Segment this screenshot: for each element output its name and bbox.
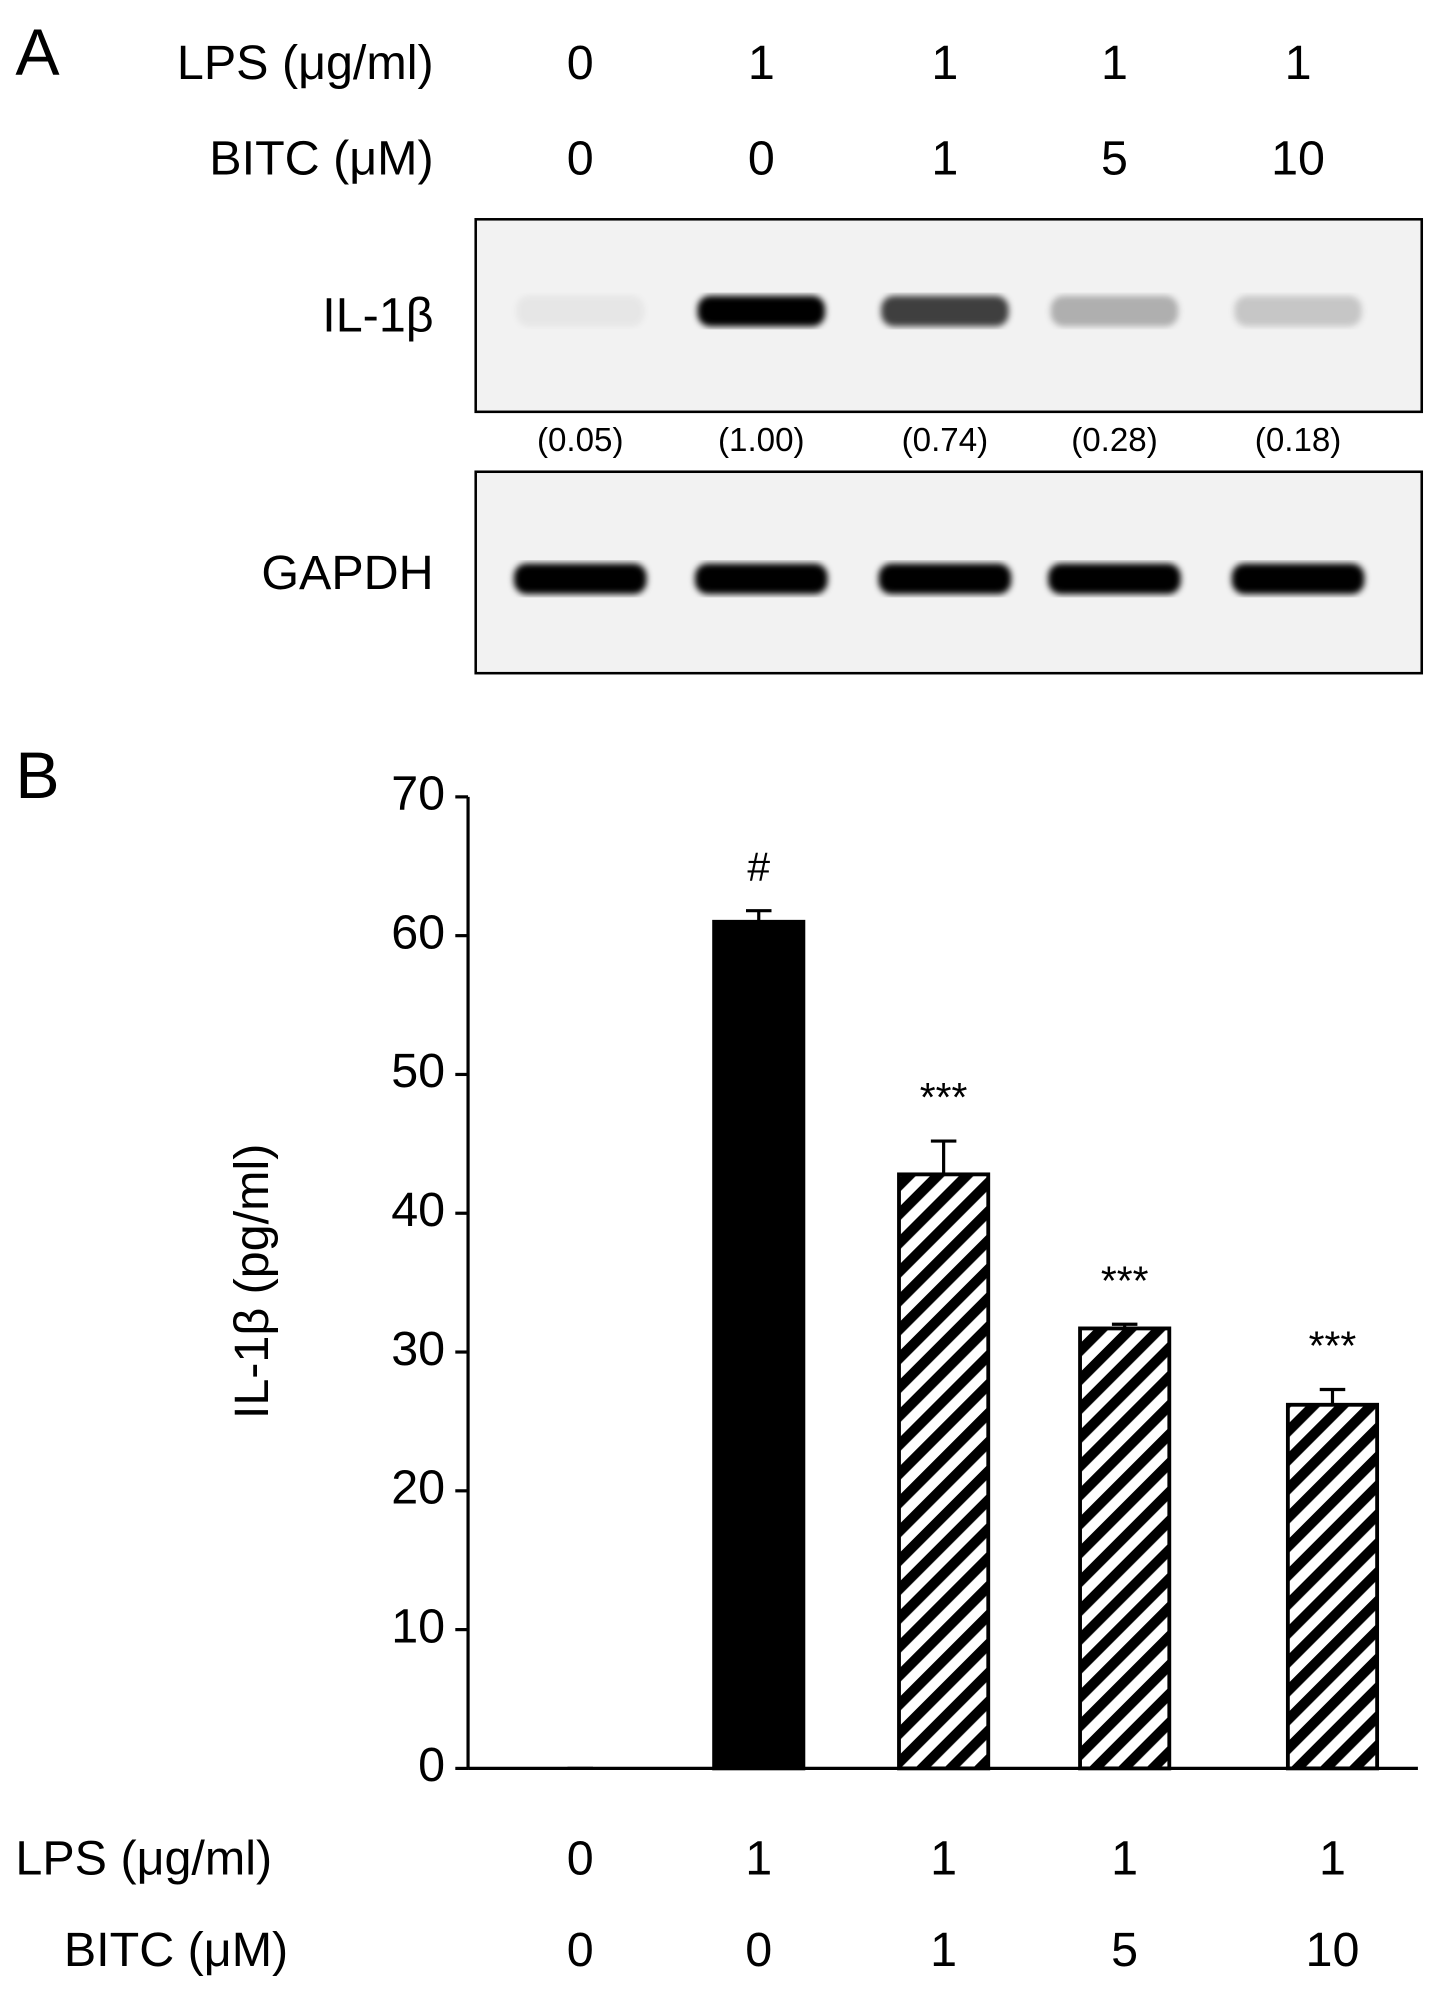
y-tick-label: 70 (391, 767, 445, 821)
significance-label: *** (1309, 1322, 1357, 1368)
ratio-label: (0.28) (1071, 422, 1158, 459)
band (697, 295, 826, 327)
x-tick-label: 1 (1319, 1831, 1346, 1885)
band (881, 295, 1009, 327)
gapdh-band (878, 563, 1012, 595)
bar (1078, 1326, 1172, 1771)
ratio-label: (0.74) (902, 422, 989, 459)
ratio-label: (0.18) (1255, 422, 1342, 459)
panel-label: B (15, 739, 59, 813)
significance-label: *** (1101, 1257, 1149, 1303)
condition-label: 0 (567, 36, 594, 90)
blot-label: IL-1β (322, 289, 433, 343)
blot-label: GAPDH (261, 546, 433, 600)
band (516, 295, 645, 327)
condition-label: 10 (1271, 132, 1325, 186)
y-tick-label: 40 (391, 1183, 445, 1237)
gapdh-band (1231, 563, 1365, 595)
condition-label: 5 (1101, 132, 1128, 186)
x-tick-label: 10 (1306, 1923, 1360, 1977)
bar (712, 919, 806, 1771)
row-label: BITC (μM) (64, 1923, 288, 1977)
gapdh-band (695, 563, 828, 595)
band (1234, 295, 1362, 327)
condition-label: 1 (748, 36, 775, 90)
x-tick-label: 1 (930, 1831, 957, 1885)
significance-label: *** (920, 1074, 968, 1120)
row-label: BITC (μM) (209, 132, 433, 186)
y-tick-label: 10 (391, 1599, 445, 1653)
x-tick-label: 1 (930, 1923, 957, 1977)
x-tick-label: 5 (1111, 1923, 1138, 1977)
x-tick-label: 1 (1111, 1831, 1138, 1885)
condition-label: 1 (1285, 36, 1312, 90)
y-tick-label: 0 (418, 1738, 445, 1792)
y-tick-label: 20 (391, 1461, 445, 1515)
x-tick-label: 0 (567, 1923, 594, 1977)
x-tick-label: 1 (745, 1831, 772, 1885)
y-tick-label: 30 (391, 1322, 445, 1376)
condition-label: 0 (567, 132, 594, 186)
row-label: LPS (μg/ml) (177, 36, 434, 90)
y-axis-label: IL-1β (pg/ml) (225, 1144, 279, 1420)
condition-label: 0 (748, 132, 775, 186)
band (1050, 295, 1179, 327)
gapdh-band (1048, 563, 1181, 595)
ratio-label: (0.05) (537, 422, 624, 459)
condition-label: 1 (931, 132, 958, 186)
y-tick-label: 60 (391, 905, 445, 959)
condition-label: 1 (931, 36, 958, 90)
x-tick-label: 0 (567, 1831, 594, 1885)
condition-label: 1 (1101, 36, 1128, 90)
significance-label: # (747, 844, 770, 890)
x-tick-label: 0 (745, 1923, 772, 1977)
row-label: LPS (μg/ml) (15, 1831, 272, 1885)
y-tick-label: 50 (391, 1044, 445, 1098)
bar (897, 1172, 991, 1771)
gapdh-band (513, 563, 647, 595)
ratio-label: (1.00) (718, 422, 805, 459)
panel-label: A (15, 16, 60, 90)
bar (1285, 1402, 1380, 1771)
